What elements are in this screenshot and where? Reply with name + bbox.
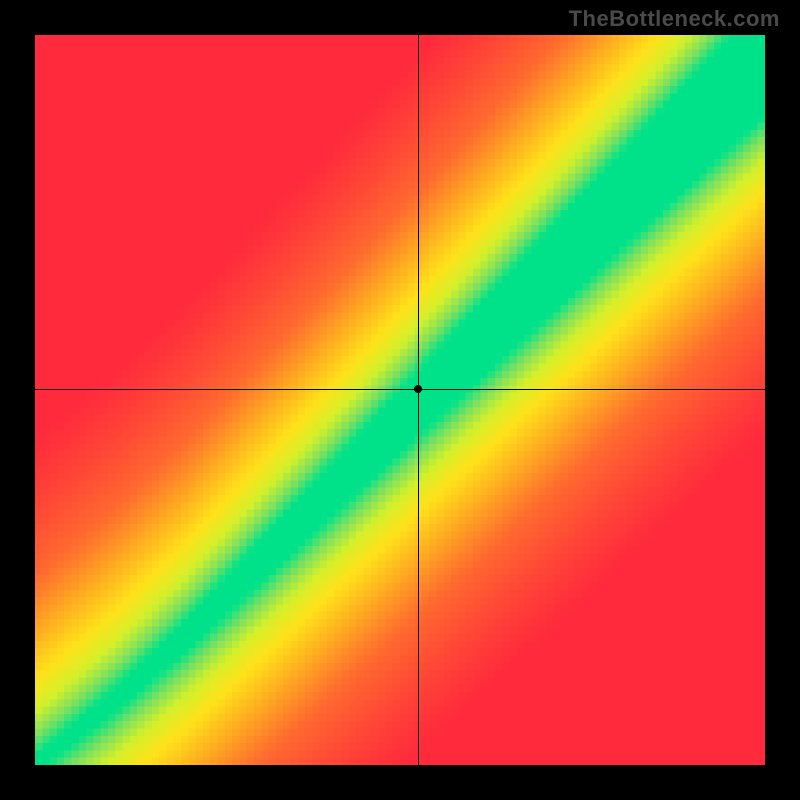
bottleneck-heatmap bbox=[35, 35, 765, 765]
crosshair-marker bbox=[414, 385, 422, 393]
crosshair-vertical bbox=[418, 35, 419, 765]
watermark-text: TheBottleneck.com bbox=[569, 6, 780, 32]
crosshair-horizontal bbox=[35, 389, 765, 390]
heatmap-canvas bbox=[35, 35, 765, 765]
